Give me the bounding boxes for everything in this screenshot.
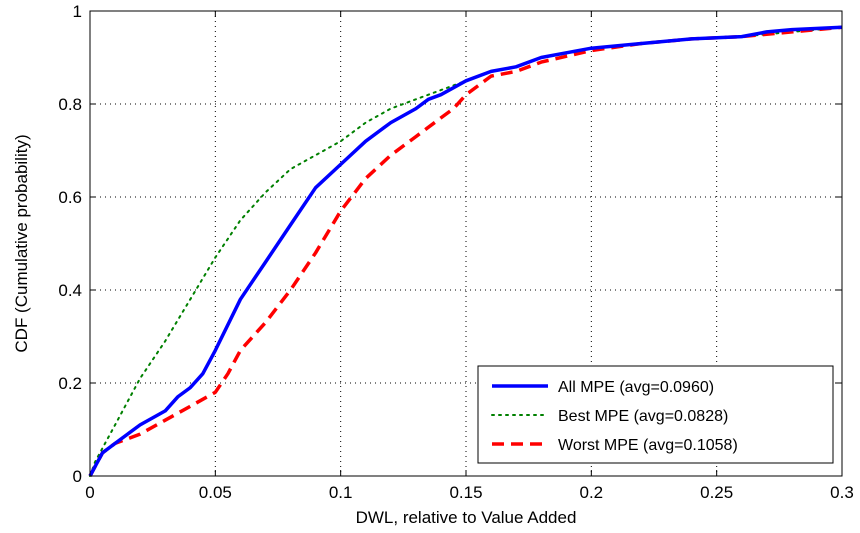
series-lines [88, 25, 843, 477]
x-tick-label: 0 [85, 483, 94, 502]
axis-ticks: 0 0.05 0.1 0.15 0.2 0.25 0.3 0 0.2 0.4 0.6 0.8 1 [58, 2, 853, 502]
legend-box [477, 365, 834, 464]
legend-entry-label: All MPE (avg=0.0960) [558, 379, 714, 396]
y-tick-label: 0 [73, 467, 82, 486]
legend: All MPE (avg=0.0960) Best MPE (avg=0.0828… [477, 365, 834, 464]
x-tick-label: 0.2 [580, 483, 604, 502]
series-line-solid [88, 25, 843, 477]
x-tick-label: 0.15 [449, 483, 482, 502]
y-axis-label: CDF (Cumulative probability) [12, 134, 31, 352]
legend-entry-label: Best MPE (avg=0.0828) [558, 408, 728, 425]
series-line-dashed [88, 25, 843, 477]
y-tick-label: 0.4 [58, 281, 82, 300]
x-tick-label: 0.3 [830, 483, 854, 502]
x-tick-label: 0.25 [700, 483, 733, 502]
y-tick-label: 1 [73, 2, 82, 21]
y-tick-label: 0.8 [58, 95, 82, 114]
y-tick-label: 0.2 [58, 374, 82, 393]
grid [90, 11, 842, 476]
y-tick-label: 0.6 [58, 188, 82, 207]
x-tick-label: 0.05 [199, 483, 232, 502]
x-axis-label: DWL, relative to Value Added [356, 508, 577, 527]
legend-entry-label: Worst MPE (avg=0.1058) [558, 437, 738, 454]
x-tick-label: 0.1 [329, 483, 353, 502]
